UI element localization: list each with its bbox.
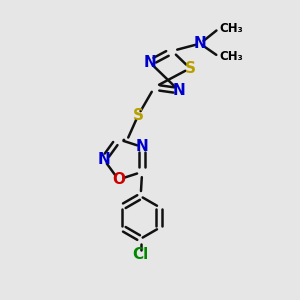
Text: S: S — [184, 61, 196, 76]
Text: CH₃: CH₃ — [219, 22, 243, 35]
Text: N: N — [194, 36, 206, 51]
Text: S: S — [133, 108, 144, 123]
Text: N: N — [98, 152, 110, 167]
Text: CH₃: CH₃ — [219, 50, 243, 63]
Text: N: N — [136, 140, 148, 154]
Text: N: N — [144, 55, 157, 70]
Text: Cl: Cl — [133, 247, 149, 262]
Text: N: N — [173, 83, 185, 98]
Text: O: O — [112, 172, 125, 187]
